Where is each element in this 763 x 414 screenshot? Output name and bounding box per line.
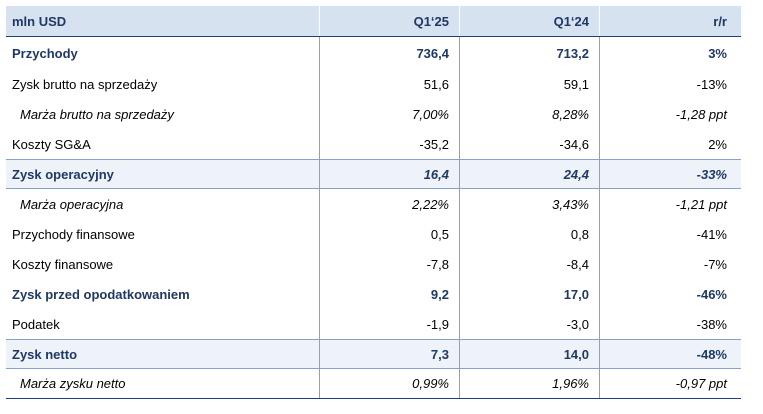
row-value-q1-2025: 51,6 [319, 69, 459, 99]
table-row: Zysk przed opodatkowaniem 9,2 17,0 -46% [6, 279, 741, 309]
row-label: Koszty finansowe [12, 256, 114, 272]
row-value-q1-2024: 8,28% [459, 99, 599, 129]
row-label: Marża zysku netto [20, 376, 126, 391]
row-label: Zysk operacyjny [12, 166, 114, 182]
row-label: Zysk netto [12, 346, 78, 362]
row-label: Zysk brutto na sprzedaży [12, 76, 158, 92]
row-label: Podatek [12, 316, 60, 332]
row-value-q1-2025: 7,00% [319, 99, 459, 129]
row-value-yoy: -7% [599, 249, 741, 279]
table-row: Podatek -1,9 -3,0 -38% [6, 309, 741, 339]
row-value-q1-2025: 0,99% [319, 369, 459, 398]
row-value-q1-2024: -3,0 [459, 309, 599, 339]
row-value-q1-2024: 24,4 [459, 160, 599, 188]
table-row: Zysk brutto na sprzedaży 51,6 59,1 -13% [6, 69, 741, 99]
row-value-q1-2025: 0,5 [319, 219, 459, 249]
table-row: Przychody finansowe 0,5 0,8 -41% [6, 219, 741, 249]
row-value-q1-2025: -7,8 [319, 249, 459, 279]
row-value-q1-2024: 1,96% [459, 369, 599, 398]
row-value-q1-2024: 17,0 [459, 279, 599, 309]
row-value-yoy: -33% [599, 160, 741, 188]
table-row: Zysk operacyjny 16,4 24,4 -33% [6, 159, 741, 189]
header-yoy: r/r [599, 6, 741, 36]
row-value-q1-2025: 2,22% [319, 189, 459, 219]
row-value-yoy: -38% [599, 309, 741, 339]
row-value-q1-2024: -34,6 [459, 129, 599, 159]
row-value-yoy: -1,28 ppt [599, 99, 741, 129]
table-row: Koszty finansowe -7,8 -8,4 -7% [6, 249, 741, 279]
row-value-q1-2025: -35,2 [319, 129, 459, 159]
row-value-q1-2024: 0,8 [459, 219, 599, 249]
table-row: Marża zysku netto 0,99% 1,96% -0,97 ppt [6, 369, 741, 399]
table-header: mln USD Q1‘25 Q1‘24 r/r [6, 6, 741, 37]
row-value-yoy: -0,97 ppt [599, 369, 741, 398]
row-value-q1-2025: 736,4 [319, 37, 459, 69]
table-row: Przychody 736,4 713,2 3% [6, 37, 741, 69]
row-value-yoy: -1,21 ppt [599, 189, 741, 219]
financial-table: mln USD Q1‘25 Q1‘24 r/r Przychody 736,4 … [6, 6, 741, 399]
row-value-q1-2024: 713,2 [459, 37, 599, 69]
row-value-q1-2025: -1,9 [319, 309, 459, 339]
row-value-yoy: -46% [599, 279, 741, 309]
row-value-q1-2025: 7,3 [319, 340, 459, 368]
row-value-q1-2024: 3,43% [459, 189, 599, 219]
table-row: Marża operacyjna 2,22% 3,43% -1,21 ppt [6, 189, 741, 219]
header-unit: mln USD [12, 13, 67, 29]
row-label: Zysk przed opodatkowaniem [12, 286, 190, 302]
row-value-q1-2025: 16,4 [319, 160, 459, 188]
row-value-q1-2024: -8,4 [459, 249, 599, 279]
row-value-yoy: -13% [599, 69, 741, 99]
row-label: Koszty SG&A [12, 136, 91, 152]
header-q1-2024: Q1‘24 [459, 6, 599, 36]
row-label: Przychody [12, 45, 78, 61]
table-row: Zysk netto 7,3 14,0 -48% [6, 339, 741, 369]
row-value-yoy: 2% [599, 129, 741, 159]
row-label: Marża brutto na sprzedaży [20, 106, 174, 122]
header-q1-2025: Q1‘25 [319, 6, 459, 36]
row-value-q1-2024: 59,1 [459, 69, 599, 99]
row-value-yoy: -48% [599, 340, 741, 368]
table-row: Marża brutto na sprzedaży 7,00% 8,28% -1… [6, 99, 741, 129]
row-value-q1-2025: 9,2 [319, 279, 459, 309]
row-value-q1-2024: 14,0 [459, 340, 599, 368]
row-label: Przychody finansowe [12, 226, 135, 242]
table-row: Koszty SG&A -35,2 -34,6 2% [6, 129, 741, 159]
row-value-yoy: -41% [599, 219, 741, 249]
row-value-yoy: 3% [599, 37, 741, 69]
row-label: Marża operacyjna [20, 196, 124, 212]
